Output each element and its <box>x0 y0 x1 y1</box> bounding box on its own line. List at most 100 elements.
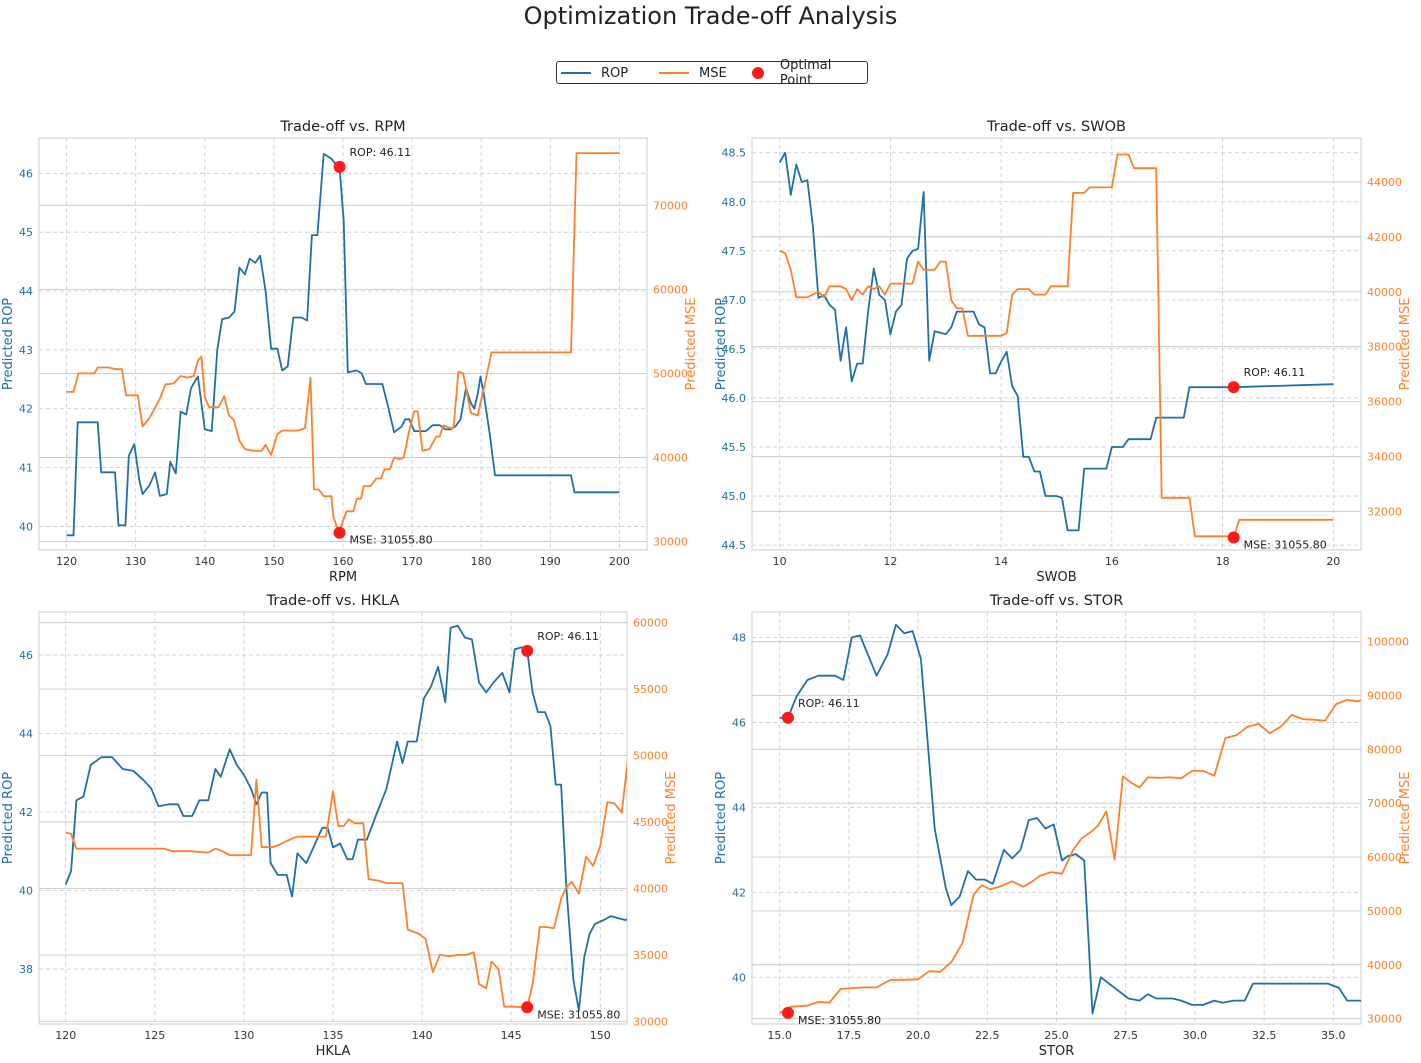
legend-optimal-swatch <box>752 67 764 79</box>
y-tick-label: 44 <box>19 285 33 298</box>
x-tick-label: 130 <box>125 555 146 568</box>
x-tick-label: 32.5 <box>1252 1029 1277 1042</box>
optimal-mse-annotation: MSE: 31055.80 <box>350 534 433 547</box>
optimal-mse-annotation: MSE: 31055.80 <box>798 1014 881 1027</box>
y2-tick-label: 40000 <box>1367 959 1402 972</box>
optimal-point-rop <box>333 160 346 173</box>
x-tick-label: 17.5 <box>837 1029 862 1042</box>
x-tick-label: 12 <box>883 555 897 568</box>
y-tick-label: 42 <box>19 403 33 416</box>
x-tick-label: 180 <box>471 555 492 568</box>
x-tick-label: 170 <box>402 555 423 568</box>
y-tick-label: 41 <box>19 462 33 475</box>
y-tick-label: 40 <box>19 885 33 898</box>
chart-panel-1: ROP: 46.11 MSE: 31055.80 120 130 140 150 160 17… <box>1 119 699 585</box>
optimal-point-mse <box>333 526 346 539</box>
x-tick-label: 35.0 <box>1321 1029 1346 1042</box>
plot-frame <box>38 611 628 1025</box>
y2-tick-label: 32000 <box>1367 506 1402 519</box>
x-tick-label: 135 <box>323 1029 344 1042</box>
y-tick-label: 45.0 <box>722 490 747 503</box>
x-tick-label: 16 <box>1105 555 1119 568</box>
x-tick-label: 140 <box>194 555 215 568</box>
y-tick-label: 48.0 <box>722 196 747 209</box>
x-tick-label: 20.0 <box>906 1029 931 1042</box>
y-tick-label: 46 <box>19 167 33 180</box>
x-axis-label: SWOB <box>1036 570 1076 585</box>
y-tick-label: 46.0 <box>722 392 747 405</box>
y-axis-label: Predicted ROP <box>714 772 729 864</box>
plot-frame <box>751 611 1362 1025</box>
y-tick-label: 48.5 <box>722 147 747 160</box>
legend-item-mse: MSE <box>659 65 727 81</box>
y-tick-label: 46.5 <box>722 343 747 356</box>
y-tick-label: 46 <box>19 649 33 662</box>
x-tick-label: 150 <box>263 555 284 568</box>
optimal-point-rop <box>1227 381 1240 394</box>
y-tick-label: 42 <box>732 886 746 899</box>
optimal-rop-annotation: ROP: 46.11 <box>798 697 860 710</box>
y-tick-label: 44 <box>732 801 746 814</box>
y-axis-label: Predicted ROP <box>1 298 16 390</box>
y2-tick-label: 36000 <box>1367 396 1402 409</box>
x-tick-label: 190 <box>540 555 561 568</box>
x-tick-label: 130 <box>233 1029 254 1042</box>
x-tick-label: 150 <box>590 1029 611 1042</box>
x-tick-label: 10 <box>773 555 787 568</box>
y2-tick-label: 60000 <box>653 283 688 296</box>
x-axis-label: HKLA <box>316 1044 351 1059</box>
x-tick-label: 15.0 <box>767 1029 792 1042</box>
y-axis-label: Predicted ROP <box>1 772 16 864</box>
optimal-rop-annotation: ROP: 46.11 <box>350 146 412 159</box>
x-tick-label: 18 <box>1216 555 1230 568</box>
optimal-mse-annotation: MSE: 31055.80 <box>1244 538 1327 551</box>
optimal-rop-annotation: ROP: 46.11 <box>1244 366 1306 379</box>
main-title: Optimization Trade-off Analysis <box>523 2 898 30</box>
y2-tick-label: 42000 <box>1367 231 1402 244</box>
y2-axis-label: Predicted MSE <box>1398 298 1413 391</box>
legend-item-optimal: Optimal Point <box>743 58 867 88</box>
mse-series-line <box>66 152 620 534</box>
optimal-point-mse <box>781 1006 794 1019</box>
y2-axis-label: Predicted MSE <box>684 298 699 391</box>
optimal-mse-annotation: MSE: 31055.80 <box>537 1008 620 1021</box>
rop-series-line <box>779 623 1361 1015</box>
chart-panel-2: ROP: 46.11 MSE: 31055.80 10 12 14 16 18 20 44.5 4… <box>714 119 1413 585</box>
y-tick-label: 40 <box>732 971 746 984</box>
y2-tick-label: 30000 <box>653 536 688 549</box>
x-tick-label: 125 <box>144 1029 165 1042</box>
optimal-point-mse <box>1227 531 1240 544</box>
optimal-rop-annotation: ROP: 46.11 <box>537 630 599 643</box>
chart-title: Trade-off vs. HKLA <box>266 593 400 609</box>
legend-mse-label: MSE <box>699 65 727 81</box>
y-tick-label: 42 <box>19 806 33 819</box>
y2-tick-label: 50000 <box>1367 905 1402 918</box>
y-tick-label: 47.0 <box>722 294 747 307</box>
y-tick-label: 45.5 <box>722 441 747 454</box>
y-tick-label: 43 <box>19 344 33 357</box>
x-tick-label: 145 <box>501 1029 522 1042</box>
y-tick-label: 44.5 <box>722 539 747 552</box>
optimal-point-rop <box>521 644 534 657</box>
optimal-point-rop <box>781 711 794 724</box>
y-axis-label: Predicted ROP <box>714 298 729 390</box>
y2-axis-label: Predicted MSE <box>1398 772 1413 865</box>
y-tick-label: 40 <box>19 520 33 533</box>
y2-tick-label: 70000 <box>653 199 688 212</box>
x-tick-label: 14 <box>994 555 1008 568</box>
legend-rop-swatch <box>561 72 591 74</box>
mse-series-line <box>65 759 627 1009</box>
y-tick-label: 45 <box>19 226 33 239</box>
y2-tick-label: 30000 <box>1367 1013 1402 1026</box>
x-tick-label: 20 <box>1326 555 1340 568</box>
rop-series-line <box>778 151 1334 532</box>
optimal-point-mse <box>521 1001 534 1014</box>
plot-frame <box>38 137 648 551</box>
y2-tick-label: 35000 <box>633 949 668 962</box>
chart-panel-3: ROP: 46.11 MSE: 31055.80 120 125 130 135 140 14… <box>1 593 679 1059</box>
legend: ROP MSE Optimal Point <box>556 58 868 88</box>
legend-optimal-label: Optimal Point <box>779 58 832 88</box>
mse-series-line <box>779 153 1334 539</box>
x-tick-label: 200 <box>609 555 630 568</box>
